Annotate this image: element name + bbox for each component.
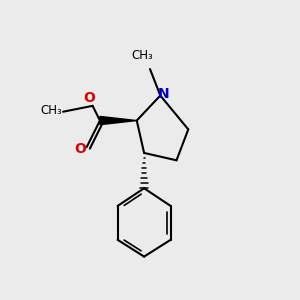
Text: N: N xyxy=(158,87,170,101)
Text: CH₃: CH₃ xyxy=(40,104,62,117)
Text: CH₃: CH₃ xyxy=(132,49,154,62)
Polygon shape xyxy=(100,116,137,125)
Text: O: O xyxy=(74,142,86,155)
Text: O: O xyxy=(84,92,96,106)
